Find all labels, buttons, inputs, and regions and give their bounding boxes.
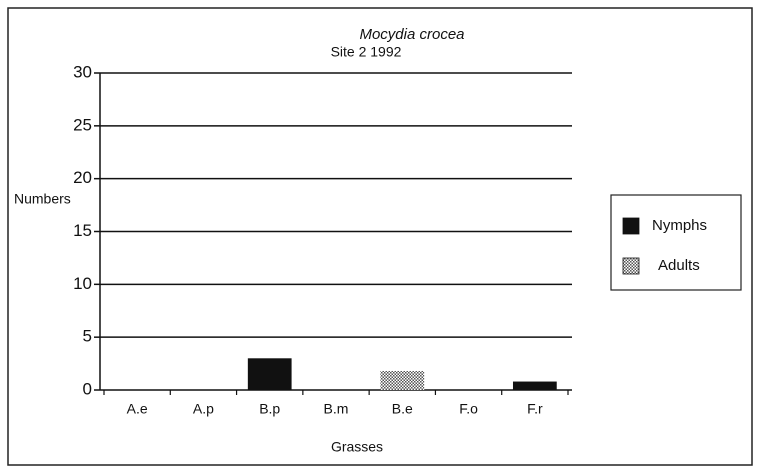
chart-title: Mocydia crocea — [359, 26, 464, 43]
legend-swatch — [622, 217, 640, 235]
x-tick-label: F.o — [459, 401, 478, 417]
bar — [380, 370, 425, 390]
frame — [7, 7, 753, 466]
x-tick-label: F.r — [527, 401, 543, 417]
y-tick-label: 20 — [73, 168, 92, 187]
bar — [247, 358, 292, 390]
legend-swatch — [622, 257, 640, 275]
x-tick-label: B.p — [259, 401, 280, 417]
y-tick-label: 25 — [73, 115, 92, 134]
bar — [512, 381, 557, 390]
legend-label: Adults — [658, 257, 700, 274]
x-tick-label: A.e — [127, 401, 148, 417]
y-axis-label: Numbers — [14, 191, 71, 207]
legend-box — [610, 194, 742, 291]
x-tick-label: A.p — [193, 401, 214, 417]
chart-subtitle: Site 2 1992 — [331, 44, 402, 60]
y-tick-label: 5 — [83, 327, 92, 346]
y-tick-label: 10 — [73, 274, 92, 293]
y-tick-label: 15 — [73, 221, 92, 240]
x-tick-label: B.m — [324, 401, 349, 417]
y-tick-label: 0 — [83, 379, 92, 398]
x-tick-label: B.e — [392, 401, 413, 417]
legend-label: Nymphs — [652, 217, 707, 234]
y-tick-label: 30 — [73, 62, 92, 81]
x-axis-label: Grasses — [331, 439, 383, 455]
